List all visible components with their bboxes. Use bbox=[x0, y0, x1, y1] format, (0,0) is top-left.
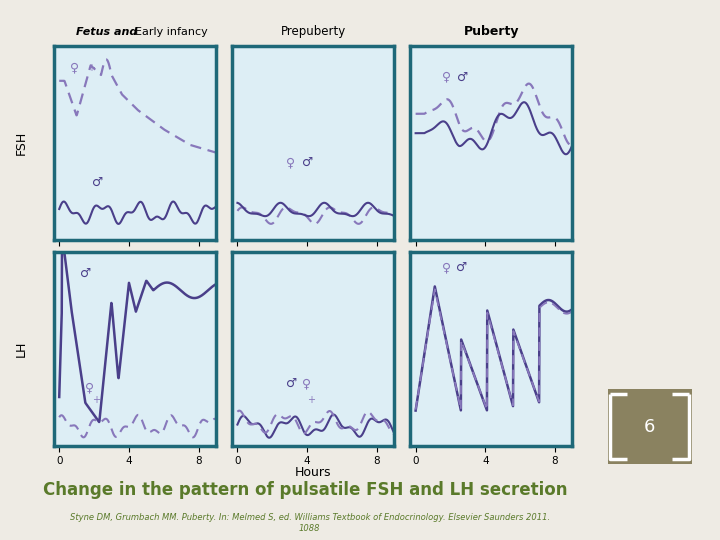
Text: ♂: ♂ bbox=[92, 176, 103, 188]
Text: ♂: ♂ bbox=[456, 261, 467, 274]
Text: Puberty: Puberty bbox=[464, 25, 519, 38]
Text: ♀: ♀ bbox=[302, 377, 311, 390]
Text: +: + bbox=[86, 63, 94, 73]
Text: FSH: FSH bbox=[15, 131, 28, 155]
Text: Styne DM, Grumbach MM. Puberty. In: Melmed S, ed. Williams Textbook of Endocrino: Styne DM, Grumbach MM. Puberty. In: Melm… bbox=[70, 513, 549, 522]
Text: ♀: ♀ bbox=[287, 156, 295, 169]
Text: 6: 6 bbox=[644, 417, 655, 436]
Text: ♂: ♂ bbox=[80, 267, 91, 280]
Text: +: + bbox=[92, 395, 100, 405]
Text: Fetus and: Fetus and bbox=[76, 27, 137, 37]
Text: ♀: ♀ bbox=[71, 61, 79, 74]
Text: ♀: ♀ bbox=[442, 71, 451, 84]
Text: ♂: ♂ bbox=[287, 377, 297, 390]
Text: ♀: ♀ bbox=[86, 381, 94, 394]
Text: 1088: 1088 bbox=[299, 524, 320, 532]
Text: Early infancy: Early infancy bbox=[135, 27, 207, 37]
Text: Prepuberty: Prepuberty bbox=[281, 25, 346, 38]
Text: ♀: ♀ bbox=[442, 261, 451, 274]
Text: Hours: Hours bbox=[295, 466, 331, 479]
Text: +: + bbox=[307, 395, 315, 405]
FancyBboxPatch shape bbox=[608, 389, 692, 464]
Text: ♂: ♂ bbox=[302, 156, 313, 169]
Text: ♂: ♂ bbox=[457, 71, 469, 84]
Text: Change in the pattern of pulsatile FSH and LH secretion: Change in the pattern of pulsatile FSH a… bbox=[43, 481, 567, 500]
Text: LH: LH bbox=[15, 340, 28, 357]
